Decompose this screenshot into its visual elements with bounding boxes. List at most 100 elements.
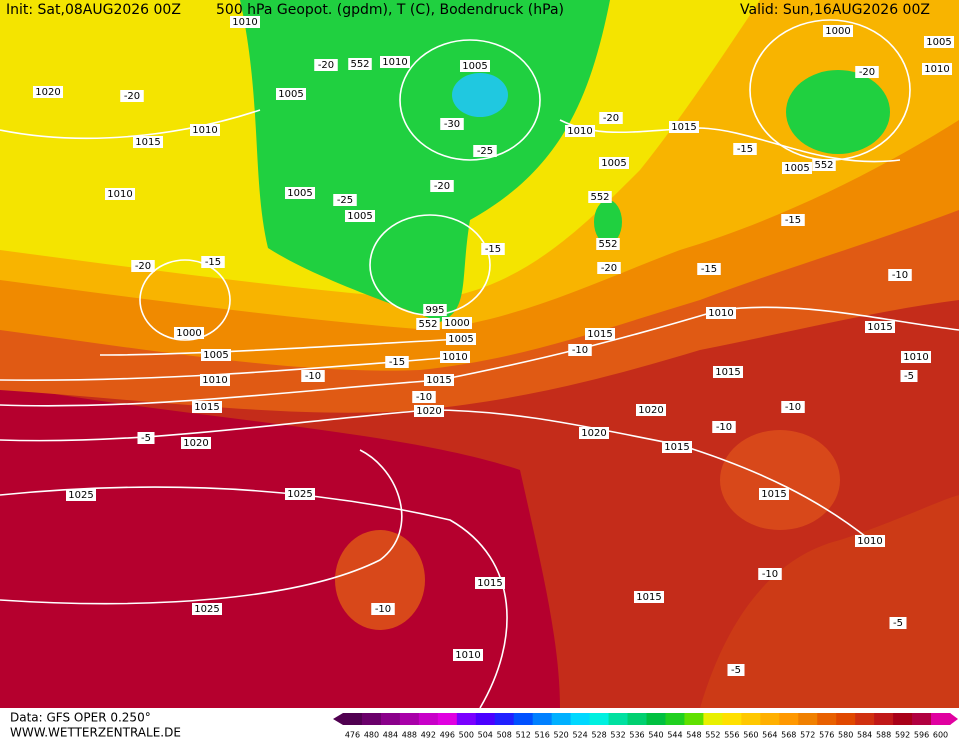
label-box xyxy=(190,124,220,136)
map-label: 995 xyxy=(425,305,444,316)
label-box xyxy=(782,162,812,174)
label-box xyxy=(669,121,699,133)
colorbar-swatch xyxy=(380,713,401,725)
map-labels: 1010 552 1010 1005 -20 1005 1020 -20 1015 1010 -30… xyxy=(33,16,954,676)
map-label: 552 xyxy=(814,160,833,171)
colorbar-swatch xyxy=(646,713,666,725)
label-box xyxy=(314,59,338,71)
map-label: 1020 xyxy=(416,406,441,417)
label-box xyxy=(481,243,505,255)
label-box xyxy=(301,370,325,382)
label-box xyxy=(414,405,444,417)
colorbar-swatch xyxy=(418,713,439,725)
label-box xyxy=(759,488,789,500)
init-time: Init: Sat,08AUG2026 00Z xyxy=(6,2,181,18)
colorbar-swatch xyxy=(874,713,894,725)
map-label: 1010 xyxy=(382,57,407,68)
label-box xyxy=(706,307,736,319)
map-label: -5 xyxy=(893,618,903,629)
label-box xyxy=(460,60,490,72)
map-label: -5 xyxy=(904,371,914,382)
colorbar-label: 488 xyxy=(402,731,417,740)
label-box xyxy=(285,488,315,500)
colorbar-label: 576 xyxy=(819,731,834,740)
data-source: Data: GFS OPER 0.250° xyxy=(10,711,151,725)
map-label: -10 xyxy=(716,422,732,433)
map-label: -15 xyxy=(737,144,753,155)
map-label: -10 xyxy=(305,371,321,382)
colorbar-label: 484 xyxy=(383,731,398,740)
map-label: -15 xyxy=(205,257,221,268)
colorbar-swatch xyxy=(836,713,856,725)
colorbar-label: 552 xyxy=(705,731,720,740)
colorbar-label: 516 xyxy=(535,731,550,740)
label-box xyxy=(200,374,230,386)
colorbar: 476 480 484 488 492 496 500 504 508 512 516 520 524 5… xyxy=(333,713,958,740)
colorbar-label: 476 xyxy=(345,731,360,740)
map-label: 1015 xyxy=(194,402,219,413)
colorbar-swatch xyxy=(855,713,875,725)
colorbar-label: 532 xyxy=(610,731,625,740)
label-box xyxy=(473,145,497,157)
map-label: 1025 xyxy=(194,604,219,615)
label-box xyxy=(823,25,853,37)
label-box xyxy=(758,568,782,580)
label-box xyxy=(855,535,885,547)
map-label: -10 xyxy=(892,270,908,281)
label-box xyxy=(781,401,805,413)
label-box xyxy=(120,90,144,102)
label-box xyxy=(712,421,736,433)
colorbar-swatch xyxy=(494,713,515,725)
colorbar-label: 572 xyxy=(800,731,815,740)
map-label: 1010 xyxy=(567,126,592,137)
colorbar-swatch xyxy=(912,713,932,725)
label-box xyxy=(201,349,231,361)
map-label: 1010 xyxy=(903,352,928,363)
colorbar-swatch xyxy=(798,713,818,725)
map-label: 1000 xyxy=(444,318,469,329)
map-label: 1020 xyxy=(183,438,208,449)
label-box xyxy=(412,391,436,403)
map-label: 1005 xyxy=(926,37,951,48)
colorbar-swatch xyxy=(741,713,761,725)
label-box xyxy=(201,256,225,268)
map-label: -20 xyxy=(135,261,151,272)
label-box xyxy=(568,344,592,356)
label-box xyxy=(440,118,464,130)
colorbar-swatch xyxy=(722,713,742,725)
map-label: 1020 xyxy=(35,87,60,98)
map-label: -25 xyxy=(477,146,493,157)
label-box xyxy=(423,304,447,316)
map-label: 1020 xyxy=(581,428,606,439)
map-label: -5 xyxy=(141,433,151,444)
label-box xyxy=(192,603,222,615)
map-label: -15 xyxy=(389,357,405,368)
label-box xyxy=(380,56,410,68)
colorbar-swatch xyxy=(760,713,780,725)
colorbar-label: 536 xyxy=(629,731,644,740)
map-label: 1010 xyxy=(455,650,480,661)
colorbar-label: 600 xyxy=(933,731,948,740)
map-label: 1015 xyxy=(477,578,502,589)
map-label: 1015 xyxy=(135,137,160,148)
label-box xyxy=(585,328,615,340)
colorbar-swatch xyxy=(684,713,704,725)
label-box xyxy=(276,88,306,100)
site: WWW.WETTERZENTRALE.DE xyxy=(10,726,181,740)
colorbar-swatch xyxy=(437,713,458,725)
map-label: -20 xyxy=(859,67,875,78)
colorbar-swatch xyxy=(817,713,837,725)
colorbar-label: 588 xyxy=(876,731,891,740)
colorbar-label: 528 xyxy=(591,731,606,740)
colorbar-label: 556 xyxy=(724,731,739,740)
colorbar-swatch xyxy=(361,713,382,725)
colorbar-swatch xyxy=(608,713,629,725)
colorbar-swatch xyxy=(703,713,723,725)
label-box xyxy=(181,437,211,449)
map-label: -10 xyxy=(572,345,588,356)
map-label: 1010 xyxy=(107,189,132,200)
colorbar-swatch xyxy=(456,713,477,725)
colorbar-label: 544 xyxy=(667,731,682,740)
colorbar-label: 508 xyxy=(497,731,512,740)
